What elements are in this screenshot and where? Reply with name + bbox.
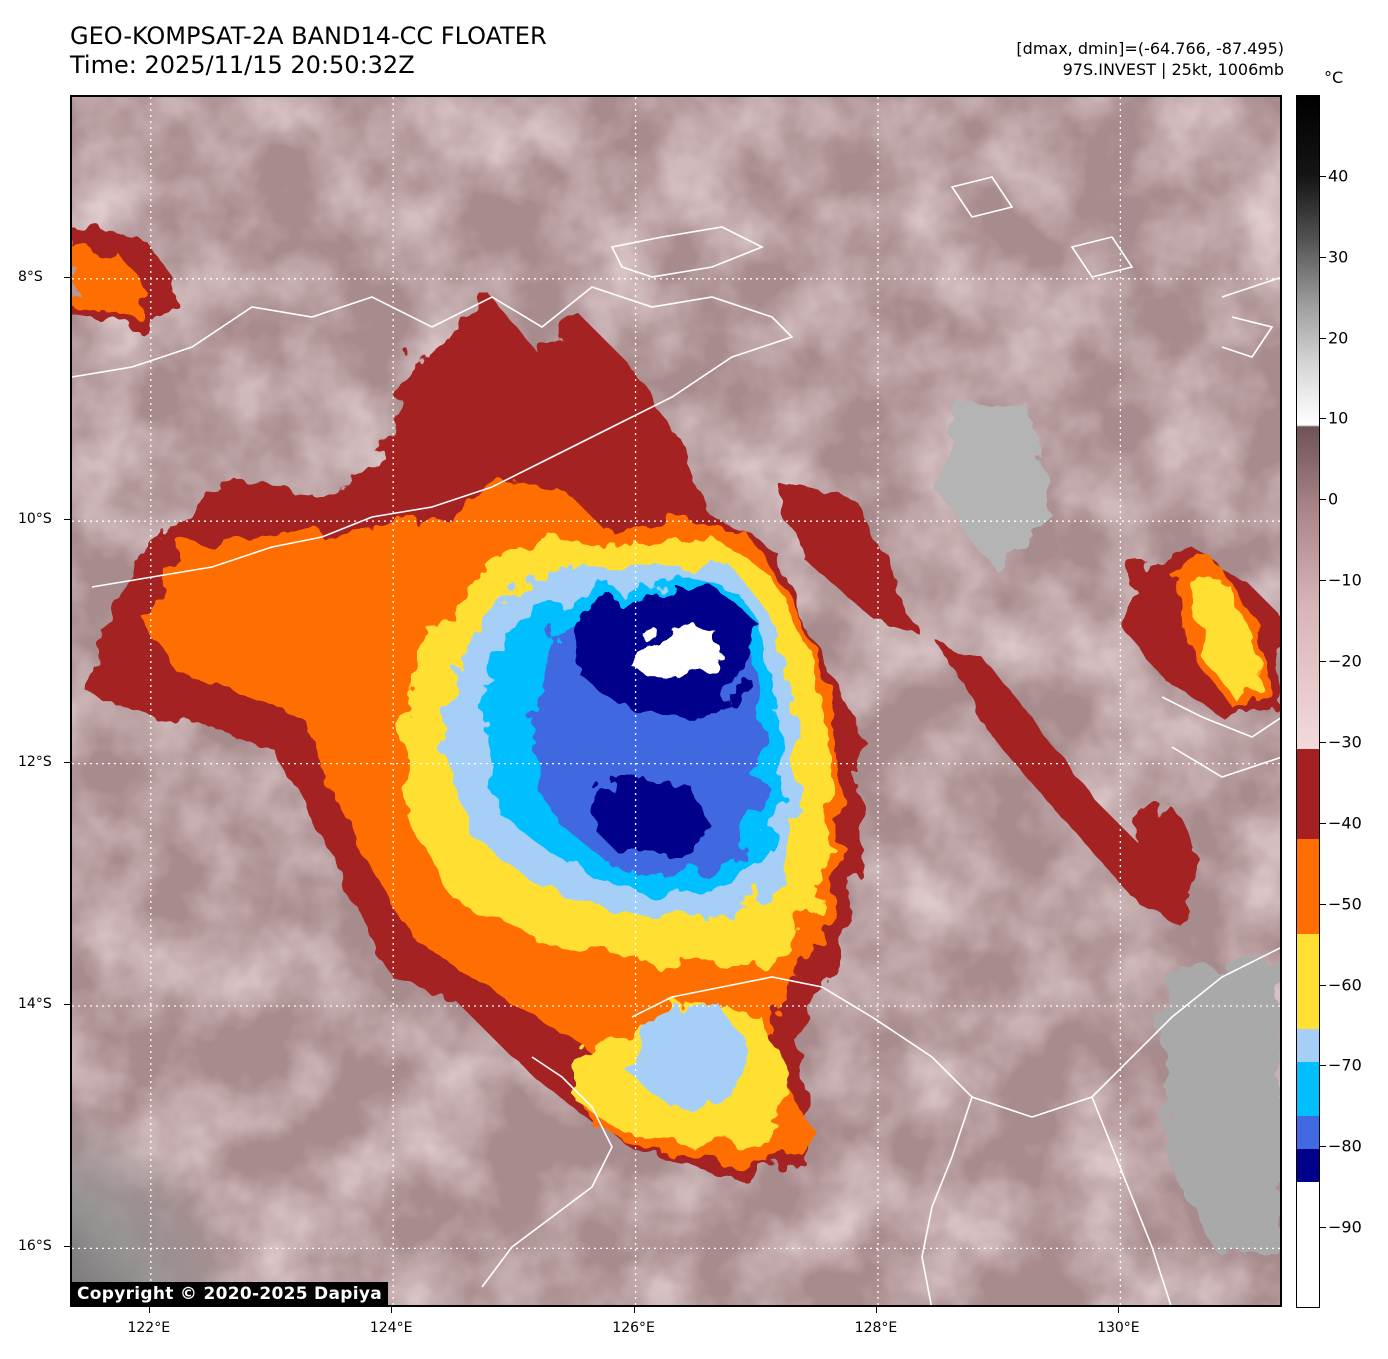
- colorbar-tick-label: 0: [1328, 489, 1339, 509]
- warm-surface: [72, 397, 1280, 1305]
- colorbar-tick-label: −20: [1328, 651, 1362, 671]
- info-line1: [dmax, dmin]=(-64.766, -87.495): [1016, 39, 1284, 58]
- title-line2: Time: 2025/11/15 20:50:32Z: [70, 51, 415, 79]
- lat-tick: [64, 276, 70, 278]
- copyright-label: Copyright © 2020-2025 Dapiya: [72, 1282, 388, 1307]
- chart-title: GEO-KOMPSAT-2A BAND14-CC FLOATER Time: 2…: [70, 22, 547, 80]
- lon-tick: [875, 1307, 877, 1313]
- colorbar-tick-label: 20: [1328, 328, 1349, 348]
- lon-tick: [1118, 1307, 1120, 1313]
- colorbar-tick: [1320, 580, 1326, 582]
- colorbar-tick-label: −60: [1328, 975, 1362, 995]
- colorbar-tick-label: 10: [1328, 408, 1349, 428]
- lon-tick-label: 122°E: [127, 1320, 171, 1336]
- colorbar-tick: [1320, 337, 1326, 339]
- lat-tick-label: 8°S: [18, 268, 43, 285]
- lat-tick-label: 10°S: [18, 511, 52, 528]
- colorbar-tick: [1320, 741, 1326, 743]
- lon-tick-label: 124°E: [369, 1320, 413, 1336]
- colorbar-tick: [1320, 418, 1326, 420]
- colorbar-tick-label: 30: [1328, 247, 1349, 267]
- colorbar-tick-label: −70: [1328, 1055, 1362, 1075]
- lon-tick-label: 128°E: [854, 1320, 898, 1336]
- title-line1: GEO-KOMPSAT-2A BAND14-CC FLOATER: [70, 22, 547, 50]
- info-line2: 97S.INVEST | 25kt, 1006mb: [1062, 60, 1284, 79]
- lat-tick: [64, 519, 70, 521]
- colorbar-tick: [1320, 984, 1326, 986]
- lon-tick: [633, 1307, 635, 1313]
- lon-tick-label: 126°E: [612, 1320, 655, 1336]
- colorbar: [1296, 95, 1320, 1308]
- coastlines: [72, 176, 1280, 1305]
- lat-tick-label: 12°S: [18, 753, 52, 770]
- lat-tick: [64, 1004, 70, 1005]
- colorbar-tick: [1320, 1065, 1326, 1067]
- colorbar-tick-label: −40: [1328, 813, 1362, 833]
- lat-tick-label: 16°S: [18, 1238, 52, 1255]
- colorbar-tick-label: −80: [1328, 1136, 1362, 1156]
- gridlines: [72, 97, 1280, 1305]
- storm-info: [dmax, dmin]=(-64.766, -87.495) 97S.INVE…: [1016, 38, 1284, 80]
- lat-tick-label: 14°S: [18, 996, 52, 1012]
- colorbar-tick-label: 40: [1328, 166, 1349, 186]
- colorbar-tick: [1320, 1227, 1326, 1229]
- colorbar-tick: [1320, 499, 1326, 501]
- colorbar-unit: °C: [1324, 68, 1344, 87]
- lon-tick: [148, 1307, 150, 1313]
- colorbar-tick-label: −10: [1328, 570, 1362, 590]
- cloud-top-contours: [72, 227, 1280, 1177]
- lon-tick: [391, 1307, 393, 1313]
- colorbar-tick-label: −50: [1328, 894, 1362, 914]
- satellite-image: [72, 97, 1280, 1305]
- lat-tick: [64, 1246, 70, 1248]
- colorbar-tick: [1320, 256, 1326, 258]
- colorbar-tick: [1320, 1146, 1326, 1148]
- colorbar-tick: [1320, 822, 1326, 824]
- lon-tick-label: 130°E: [1097, 1320, 1140, 1336]
- colorbar-tick-label: −90: [1328, 1217, 1362, 1237]
- satellite-map: [70, 95, 1282, 1307]
- colorbar-tick: [1320, 661, 1326, 663]
- colorbar-tick: [1320, 903, 1326, 905]
- colorbar-tick-label: −30: [1328, 732, 1362, 752]
- lat-tick: [64, 761, 70, 763]
- colorbar-tick: [1320, 175, 1326, 177]
